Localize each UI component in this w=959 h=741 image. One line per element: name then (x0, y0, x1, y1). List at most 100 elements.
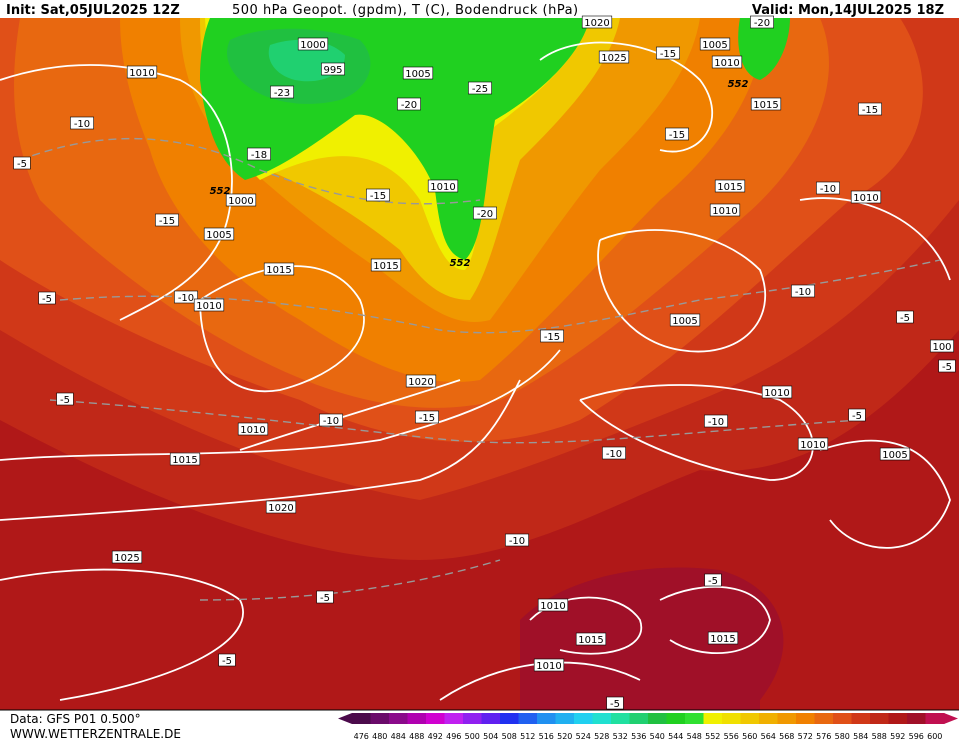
contour-label: 1005 (882, 450, 907, 461)
label-box (750, 97, 782, 111)
contour-label: -5 (42, 294, 52, 305)
isotherm (19, 137, 481, 205)
scale-swatch (814, 713, 834, 724)
isobar (0, 379, 521, 521)
contour-label: -10 (178, 293, 194, 304)
contour-label: -5 (708, 576, 718, 587)
contour-label: 1020 (584, 18, 609, 29)
scale-swatch (925, 713, 945, 724)
label-box (427, 179, 459, 193)
contour-label: 1020 (268, 503, 293, 514)
scale-tick-label: 596 (909, 732, 924, 741)
scale-tick-label: 548 (687, 732, 702, 741)
label-box (750, 15, 774, 29)
contour-label: -18 (251, 150, 267, 161)
scale-swatch (426, 713, 445, 724)
label-box (938, 359, 956, 373)
init-time: Init: Sat,05JUL2025 12Z (6, 3, 180, 18)
label-box (791, 284, 815, 298)
contour-label: -10 (74, 119, 90, 130)
contour-label: 1000 (300, 40, 325, 51)
label-box (704, 414, 728, 428)
scale-tick-label: 484 (391, 732, 406, 741)
scale-tick-label: 568 (779, 732, 794, 741)
scale-tick-label: 580 (835, 732, 850, 741)
label-box (155, 213, 179, 227)
contour-label: -20 (401, 100, 417, 111)
label-box (263, 262, 295, 276)
scale-swatch (629, 713, 649, 724)
label-box (707, 631, 739, 645)
label-box (848, 408, 866, 422)
contour-label: -15 (419, 413, 435, 424)
contour-label: -5 (610, 699, 620, 710)
field-548-ne (738, 18, 790, 80)
contour-label: 1015 (717, 182, 742, 193)
scale-swatch (907, 713, 926, 724)
contour-label: 1005 (702, 40, 727, 51)
label-box (656, 46, 680, 60)
label-box (193, 298, 225, 312)
label-box (174, 290, 198, 304)
scale-swatch (777, 713, 797, 724)
scale-swatch (555, 713, 575, 724)
label-box (797, 437, 829, 451)
label-box (714, 179, 746, 193)
contour-label: 1020 (408, 377, 433, 388)
contour-label: -5 (942, 362, 952, 373)
label-box (473, 206, 497, 220)
label-box (816, 181, 840, 195)
label-box (237, 422, 269, 436)
scale-tick-label: 536 (631, 732, 646, 741)
label-box (930, 339, 954, 353)
contour-label: -20 (754, 18, 770, 29)
scale-swatch (722, 713, 741, 724)
scale-swatch (463, 713, 482, 724)
isobar (239, 379, 461, 451)
contour-label: -15 (862, 105, 878, 116)
label-box (879, 447, 911, 461)
scale-swatch (888, 713, 908, 724)
scale-tick-label: 520 (557, 732, 572, 741)
contour-label: -10 (820, 184, 836, 195)
label-box (225, 193, 257, 207)
contour-label: 1010 (430, 182, 455, 193)
scale-tick-label: 492 (428, 732, 443, 741)
label-box (169, 452, 201, 466)
scale-swatch (370, 713, 390, 724)
contour-label: 1010 (764, 388, 789, 399)
scale-swatch (500, 713, 519, 724)
isobar (799, 197, 951, 281)
label-box (402, 66, 434, 80)
map-fill (0, 18, 959, 710)
scale-tick-label: 516 (539, 732, 554, 741)
scale-tick-label: 584 (853, 732, 868, 741)
isotherms (19, 137, 941, 601)
label-box (111, 550, 143, 564)
height-label: 552 (210, 186, 231, 197)
label-box (581, 15, 613, 29)
contour-label: 1000 (228, 196, 253, 207)
contour-label: 1005 (405, 69, 430, 80)
contour-label: -15 (544, 332, 560, 343)
scale-swatch (481, 713, 501, 724)
contour-label: -5 (852, 411, 862, 422)
scale-swatch (518, 713, 538, 724)
contour-label: 1010 (800, 440, 825, 451)
scale-swatch (407, 713, 427, 724)
isobar (597, 229, 766, 353)
scale-tick-label: 496 (446, 732, 461, 741)
scale-tick-label: 524 (576, 732, 591, 741)
contour-label: 1015 (578, 635, 603, 646)
label-box (709, 203, 741, 217)
contour-label: 1015 (373, 261, 398, 272)
isotherm (59, 259, 941, 334)
map-title: 500 hPa Geopot. (gpdm), T (C), Bodendruc… (232, 3, 579, 18)
color-scale: 476 480 484 488 492 496 500 504 508 512 516 520 524 5… (338, 713, 958, 741)
contour-label: -15 (660, 49, 676, 60)
scale-swatch (851, 713, 871, 724)
isotherm (49, 399, 861, 444)
contour-label: 1010 (853, 193, 878, 204)
